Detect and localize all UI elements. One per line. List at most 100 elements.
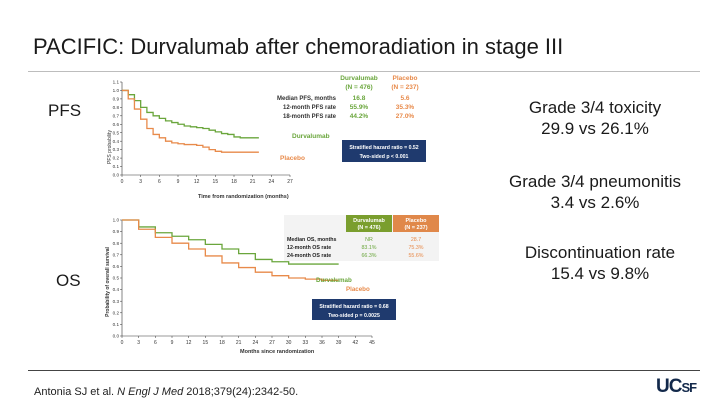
os-x-tick-label: 27 xyxy=(269,340,275,346)
pfs-y-tick-label: 0.5 xyxy=(113,130,120,135)
pfs-x-tick-label: 24 xyxy=(269,179,275,185)
pfs-cell-2-1: 27.0% xyxy=(396,113,415,120)
os-col-header-placebo-2: (N = 237) xyxy=(404,225,427,231)
pfs-col-header-durva-2: (N = 476) xyxy=(345,84,372,91)
pfs-series-label-placebo: Placebo xyxy=(280,155,305,162)
pfs-cell-0-1: 5.6 xyxy=(400,95,409,102)
os-x-tick-label: 15 xyxy=(203,340,209,346)
ucsf-logo: UCSF xyxy=(656,376,697,397)
os-x-tick-label: 24 xyxy=(253,340,259,346)
pfs-y-tick-label: 0.9 xyxy=(113,97,120,102)
stat-pneumonitis: Grade 3/4 pneumonitis 3.4 vs 2.6% xyxy=(500,171,690,213)
pfs-x-axis-label: Time from randomization (months) xyxy=(198,194,289,200)
os-x-tick-label: 6 xyxy=(154,340,157,346)
pfs-label: PFS xyxy=(48,101,82,120)
pfs-x-tick-label: 12 xyxy=(194,179,200,185)
os-hr-line-1: Stratified hazard ratio = 0.68 xyxy=(319,304,388,310)
os-x-tick-label: 36 xyxy=(319,340,325,346)
stat-toxicity: Grade 3/4 toxicity 29.9 vs 26.1% xyxy=(520,97,670,139)
pfs-series xyxy=(122,89,259,153)
os-y-axis-label: Probability of overall survival xyxy=(105,247,111,317)
os-line-placebo xyxy=(122,219,339,281)
stat-pneumonitis-label: Grade 3/4 pneumonitis xyxy=(509,172,681,191)
pfs-x-tick-label: 3 xyxy=(139,179,142,185)
os-x-tick-label: 9 xyxy=(171,340,174,346)
os-table-header-durva xyxy=(346,215,392,232)
os-y-tick-label: 0.6 xyxy=(113,264,120,269)
os-y-tick-label: 0.5 xyxy=(113,276,120,281)
pfs-col-header-placebo-1: Placebo xyxy=(393,75,418,82)
os-x-tick-label: 33 xyxy=(303,340,309,346)
pfs-row-label-0: Median PFS, months xyxy=(277,96,337,102)
stat-discontinuation-label: Discontinuation rate xyxy=(524,243,676,262)
pfs-y-tick-label: 0.3 xyxy=(113,147,120,152)
os-label: OS xyxy=(56,271,81,290)
pfs-y-tick-label: 0.6 xyxy=(113,122,120,127)
os-row-label-0: Median OS, months xyxy=(287,237,336,243)
os-cell-2-1: 55.6% xyxy=(408,253,423,259)
title-divider xyxy=(28,71,700,72)
os-x-tick-label: 3 xyxy=(137,340,140,346)
os-x-tick-label: 45 xyxy=(369,340,375,346)
os-y-tick-label: 0.3 xyxy=(113,299,120,304)
stat-pneumonitis-value: 3.4 vs 2.6% xyxy=(550,193,640,212)
pfs-chart: 0 3 6 9 12 15 18 21 24 27 0.0 0.1 0.2 0.3 0.4 0.5 0.6 0.7… xyxy=(107,75,426,200)
slide-title: PACIFIC: Durvalumab after chemoradiation… xyxy=(33,34,564,59)
os-series xyxy=(122,219,339,281)
pfs-y-tick-label: 0.0 xyxy=(113,173,120,178)
pfs-x-tick-label: 6 xyxy=(158,179,161,185)
pfs-col-header-placebo-2: (N = 237) xyxy=(391,84,418,91)
pfs-row-label-1: 12-month PFS rate xyxy=(283,105,337,111)
os-col-header-durva-1: Durvalumab xyxy=(353,218,385,224)
os-y-tick-label: 0.4 xyxy=(113,287,120,292)
stat-discontinuation-value: 15.4 vs 9.8% xyxy=(550,264,650,283)
stat-toxicity-value: 29.9 vs 26.1% xyxy=(541,119,649,138)
pfs-x-tick-label: 0 xyxy=(121,179,124,185)
pfs-y-tick-label: 0.1 xyxy=(113,164,120,169)
pfs-cell-1-1: 35.3% xyxy=(396,104,415,111)
os-x-axis-label: Months since randomization xyxy=(240,349,315,355)
os-hr-line-2: Two-sided p = 0.0025 xyxy=(328,313,380,319)
pfs-x-tick-label: 27 xyxy=(287,179,293,185)
pfs-x-tick-label: 9 xyxy=(177,179,180,185)
os-y-tick-label: 0.8 xyxy=(113,241,120,246)
os-y-tick-label: 0.9 xyxy=(113,229,120,234)
os-cell-0-1: 28.7 xyxy=(411,237,421,243)
pfs-x-tick-label: 21 xyxy=(250,179,256,185)
os-cell-2-0: 66.3% xyxy=(361,253,376,259)
os-y-tick-label: 1.0 xyxy=(113,218,120,223)
os-col-header-durva-2: (N = 476) xyxy=(357,225,380,231)
pfs-line-placebo xyxy=(122,89,259,153)
citation: Antonia SJ et al. N Engl J Med 2018;379(… xyxy=(34,386,298,398)
citation-journal: N Engl J Med xyxy=(117,386,184,398)
pfs-hr-line-2: Two-sided p < 0.001 xyxy=(360,154,409,160)
os-row-label-2: 24-month OS rate xyxy=(287,253,331,259)
pfs-cell-2-0: 44.2% xyxy=(350,113,369,120)
pfs-line-durvalumab xyxy=(122,89,259,139)
os-hr-box xyxy=(312,299,396,320)
os-x-tick-label: 0 xyxy=(121,340,124,346)
os-cell-1-0: 83.1% xyxy=(361,245,376,251)
pfs-hr-box xyxy=(342,140,426,162)
os-table-header-placebo xyxy=(393,215,439,232)
pfs-y-tick-label: 0.4 xyxy=(113,139,120,144)
pfs-row-label-2: 18-month PFS rate xyxy=(283,114,337,120)
os-x-tick-label: 21 xyxy=(236,340,242,346)
os-x-tick-label: 42 xyxy=(353,340,359,346)
pfs-y-tick-label: 1.0 xyxy=(113,88,120,93)
os-x-tick-label: 39 xyxy=(336,340,342,346)
pfs-hr-line-1: Stratified hazard ratio = 0.52 xyxy=(349,145,418,151)
os-y-tick-label: 0.0 xyxy=(113,334,120,339)
citation-details: 2018;379(24):2342-50. xyxy=(183,386,299,398)
os-y-tick-label: 0.2 xyxy=(113,310,120,315)
os-y-tick-label: 0.7 xyxy=(113,252,120,257)
pfs-x-tick-label: 18 xyxy=(231,179,237,185)
os-cell-1-1: 75.3% xyxy=(408,245,423,251)
os-series-label-durva: Durvalumab xyxy=(316,277,352,284)
pfs-y-tick-label: 0.7 xyxy=(113,113,120,118)
pfs-cell-1-0: 55.9% xyxy=(350,104,369,111)
os-row-label-1: 12-month OS rate xyxy=(287,245,331,251)
stat-toxicity-label: Grade 3/4 toxicity xyxy=(528,98,662,117)
os-x-tick-label: 12 xyxy=(186,340,192,346)
os-cell-0-0: NR xyxy=(365,237,373,243)
